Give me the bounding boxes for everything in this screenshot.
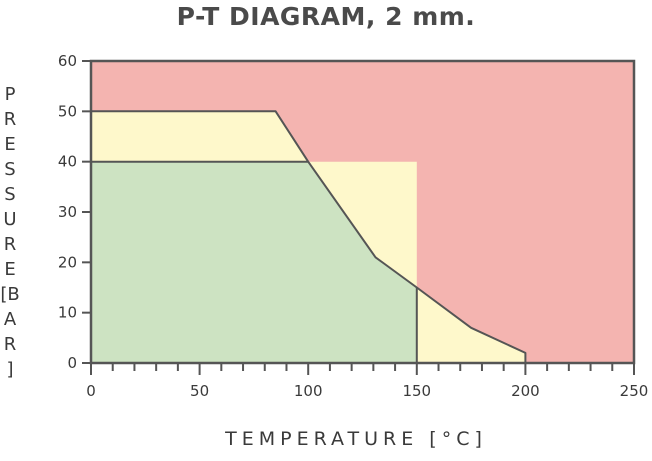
y-tick-label: 60 (58, 52, 77, 70)
region-layer (91, 61, 634, 363)
y-axis-label-letter: R (3, 334, 17, 355)
y-tick-label: 10 (58, 304, 77, 322)
region-3 (91, 161, 417, 363)
y-tick-label: 40 (58, 153, 77, 171)
y-axis-label-letter: R (3, 234, 17, 255)
x-tick-label: 150 (402, 382, 431, 400)
boundary-line-1 (91, 110, 527, 363)
y-axis-label-letter: A (3, 309, 17, 330)
y-tick-label: 0 (67, 354, 77, 372)
boundary-line-layer (91, 110, 527, 363)
x-tick-label: 200 (511, 382, 540, 400)
axes-layer: 0 10 20 30 40 50 60 0 50 100 150 200 250 (58, 52, 648, 400)
chart-title: P-T DIAGRAM, 2 mm. (176, 2, 476, 31)
y-axis-label-letter: [B (0, 284, 20, 305)
y-axis-label-letter: S (4, 184, 16, 205)
x-tick-label: 250 (620, 382, 649, 400)
y-axis-label-letter: E (4, 134, 16, 155)
y-axis-label: P R E S S U R E [B A R] (0, 82, 20, 382)
y-axis-label-letter: E (4, 259, 16, 280)
y-tick-label: 20 (58, 253, 77, 271)
x-tick-label: 50 (190, 382, 209, 400)
x-tick-label: 100 (294, 382, 323, 400)
y-tick-label: 50 (58, 102, 77, 120)
y-axis-label-letter: U (3, 209, 17, 230)
y-axis-label-letter: R (3, 109, 17, 130)
x-tick-label: 0 (86, 382, 96, 400)
x-axis-label: TEMPERATURE [°C] (225, 428, 487, 450)
y-axis-label-letter: ] (6, 359, 14, 380)
y-axis-label-letter: P (4, 84, 16, 105)
y-axis-label-letter: S (4, 159, 16, 180)
y-tick-label: 30 (58, 203, 77, 221)
